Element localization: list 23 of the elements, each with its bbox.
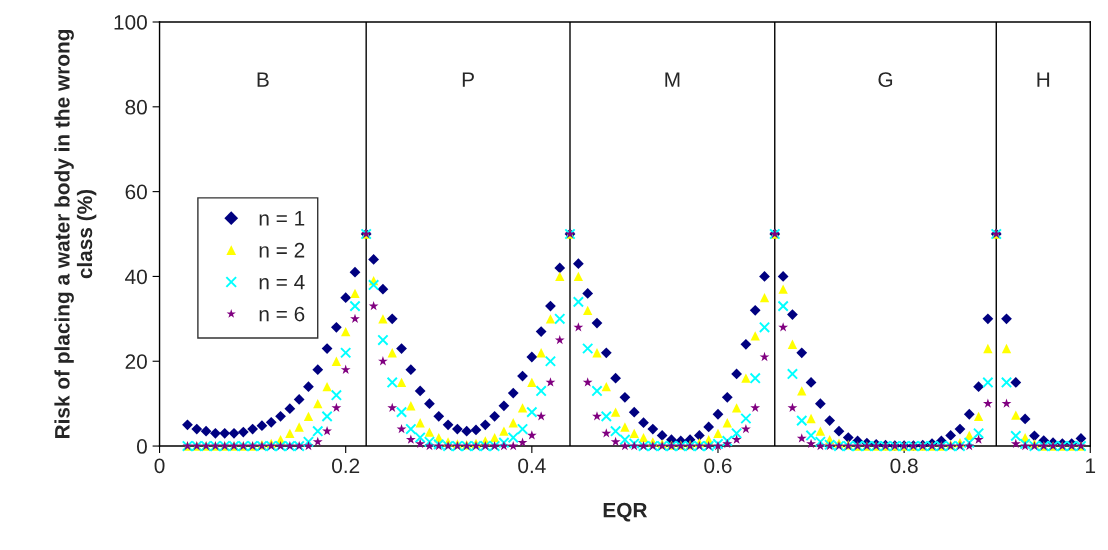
legend-label: n = 2 (259, 242, 305, 258)
y-tick-label: 60 (125, 184, 147, 200)
x-tick-label: 0.8 (890, 458, 918, 474)
x-axis-title: EQR (603, 502, 648, 522)
y-tick-label: 80 (125, 99, 147, 115)
legend-label: n = 6 (259, 306, 305, 322)
annotation: M (665, 72, 680, 87)
x-tick-label: 0.6 (704, 458, 732, 474)
y-tick-label: 40 (125, 269, 147, 285)
legend-label: n = 4 (259, 274, 305, 290)
x-tick-label: 0.2 (332, 458, 360, 474)
annotation: G (878, 72, 893, 87)
annotation: P (462, 72, 474, 87)
x-tick-label: 0.4 (518, 458, 546, 474)
annotation: H (1037, 72, 1050, 87)
x-tick-label: 1 (1086, 458, 1096, 473)
y-tick-label: 100 (114, 15, 147, 30)
y-tick-label: 20 (125, 354, 147, 369)
y-tick-label: 0 (136, 439, 147, 454)
x-tick-label: 0 (154, 458, 165, 474)
annotation: B (257, 72, 269, 87)
y-axis-title: Risk of placing a water body in the wrong class (%) (54, 29, 97, 439)
legend-label: n = 1 (259, 211, 305, 226)
